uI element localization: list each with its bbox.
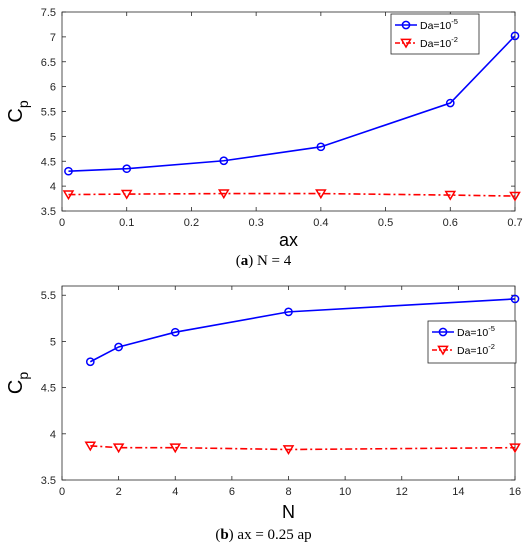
x-tick-label: 16 (509, 486, 521, 498)
series-line-2 (68, 192, 516, 197)
data-point-series-2 (112, 443, 125, 454)
x-tick-label: 0.7 (507, 217, 522, 229)
x-tick-label: 12 (396, 486, 408, 498)
y-tick-label: 4 (50, 181, 56, 193)
y-axis-label-1: Cp (5, 372, 31, 394)
x-tick-label: 4 (172, 486, 178, 498)
data-point-series-2 (315, 189, 327, 200)
y-tick-label: 3.5 (41, 206, 56, 218)
data-point-series-1 (284, 307, 293, 317)
data-point-series-1 (445, 98, 455, 108)
y-tick-label: 6 (50, 82, 56, 94)
y-axis-label-0: Cp (5, 100, 31, 122)
y-tick-label: 4.5 (41, 156, 56, 168)
y-tick-label: 7 (50, 32, 56, 44)
x-tick-label: 0.6 (443, 217, 458, 229)
data-point-series-1 (316, 142, 326, 152)
caption-a: (a) N = 4 (235, 253, 292, 269)
y-tick-label: 5 (50, 131, 56, 143)
data-point-series-2 (62, 190, 75, 201)
data-point-series-1 (510, 31, 520, 41)
legend-label-1: Da=10-5 (457, 324, 495, 339)
caption-b-text: ax = 0.25 ap (237, 527, 312, 543)
data-point-series-1 (510, 294, 520, 304)
data-point-series-2 (217, 189, 230, 200)
legend-marker-2 (437, 345, 449, 356)
legend-label-2: Da=10-2 (420, 35, 458, 50)
legend-label-1: Da=10-5 (420, 17, 458, 32)
legend: Da=10-5 Da=10-2 (427, 320, 517, 364)
x-tick-label: 8 (285, 486, 291, 498)
data-point-series-1 (122, 164, 132, 174)
legend-marker-2 (400, 38, 412, 49)
series-line-2 (90, 445, 516, 451)
x-tick-label: 0.2 (184, 217, 199, 229)
series-line-1 (89, 298, 516, 363)
data-point-series-2 (120, 189, 133, 200)
y-tick-label: 5 (50, 336, 56, 348)
chart-panel-a: 0 0.1 0.2 0.3 0.4 0.5 0.6 0.7 3.5 4 4.5 5 5.5 6 6.5 7 7.… (5, 7, 523, 250)
data-point-series-2 (509, 191, 521, 202)
x-tick-label: 0.5 (378, 217, 393, 229)
data-point-series-2 (444, 190, 457, 201)
y-tick-label: 6.5 (41, 57, 56, 69)
x-tick-label: 14 (452, 486, 464, 498)
legend-marker-1 (438, 327, 448, 337)
x-tick-label: 0.4 (313, 217, 328, 229)
x-tick-label: 10 (339, 486, 351, 498)
data-point-series-1 (219, 156, 229, 166)
x-axis-label: ax (279, 230, 298, 250)
x-tick-label: 6 (229, 486, 235, 498)
data-point-series-1 (170, 327, 180, 337)
legend: Da=10-5 Da=10-2 (390, 13, 480, 55)
x-axis-label: N (282, 502, 295, 522)
y-tick-label: 7.5 (41, 7, 56, 19)
x-tick-label: 0.1 (119, 217, 134, 229)
series-line-1 (68, 35, 516, 172)
legend-label-2: Da=10-2 (457, 342, 495, 357)
y-tick-label: 4.5 (41, 383, 56, 395)
data-point-series-2 (509, 443, 521, 454)
caption-a-letter: a (240, 253, 249, 269)
y-tick-label: 5.5 (41, 107, 56, 119)
data-point-series-1 (64, 166, 73, 176)
x-tick-label: 0 (59, 217, 65, 229)
data-point-series-2 (282, 445, 295, 456)
caption-b: (b) ax = 0.25 ap (215, 527, 312, 543)
data-point-series-2 (84, 441, 97, 452)
x-tick-label: 2 (116, 486, 122, 498)
x-tick-label: 0.3 (248, 217, 263, 229)
caption-b-letter: b (220, 527, 229, 543)
y-tick-label: 4 (50, 429, 56, 441)
caption-a-text: N = 4 (256, 253, 292, 269)
y-tick-label: 3.5 (41, 475, 56, 487)
data-point-series-2 (169, 443, 182, 454)
data-point-series-1 (85, 357, 95, 367)
x-tick-label: 0 (59, 486, 65, 498)
data-point-series-1 (114, 342, 123, 352)
legend-marker-1 (401, 20, 411, 30)
chart-panel-b: 0 2 4 6 8 10 12 14 163.544.555.5NCpDa=10-5Da=10-… (5, 285, 521, 522)
y-tick-label: 5.5 (41, 290, 56, 302)
